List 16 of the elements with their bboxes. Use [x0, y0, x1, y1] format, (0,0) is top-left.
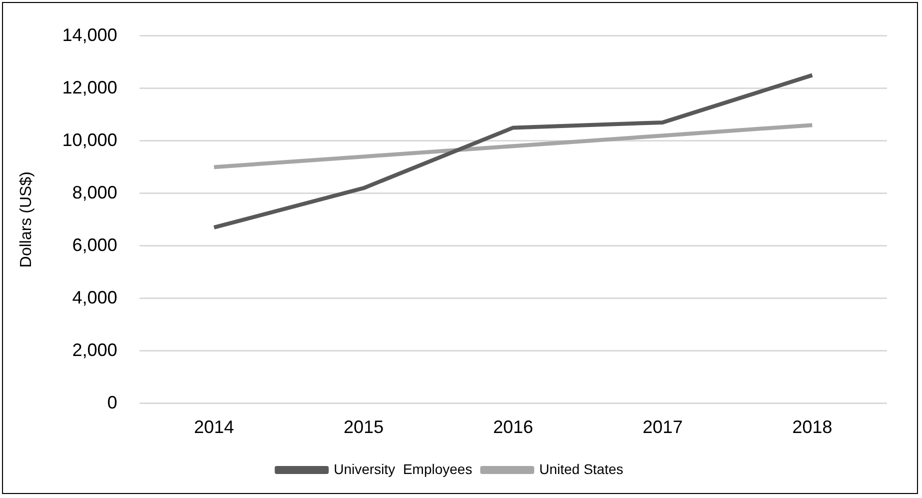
x-tick-label: 2016 [493, 417, 534, 438]
legend-label: University Employees [334, 460, 472, 477]
x-tick-label: 2017 [642, 417, 683, 438]
y-tick-label: 8,000 [72, 182, 118, 202]
x-tick-label: 2018 [792, 417, 832, 438]
y-tick-label: 10,000 [62, 130, 118, 150]
legend-label: United States [539, 460, 624, 477]
y-tick-label: 12,000 [62, 77, 118, 98]
y-tick-label: 2,000 [72, 340, 118, 360]
y-tick-label: 0 [107, 392, 118, 412]
y-tick-label: 6,000 [72, 234, 118, 255]
x-tick-label: 2014 [194, 417, 234, 438]
x-tick-label: 2015 [344, 417, 384, 438]
y-axis-title: Dollars (US$) [18, 172, 36, 268]
y-tick-label: 14,000 [62, 24, 118, 45]
y-tick-label: 4,000 [72, 287, 118, 308]
